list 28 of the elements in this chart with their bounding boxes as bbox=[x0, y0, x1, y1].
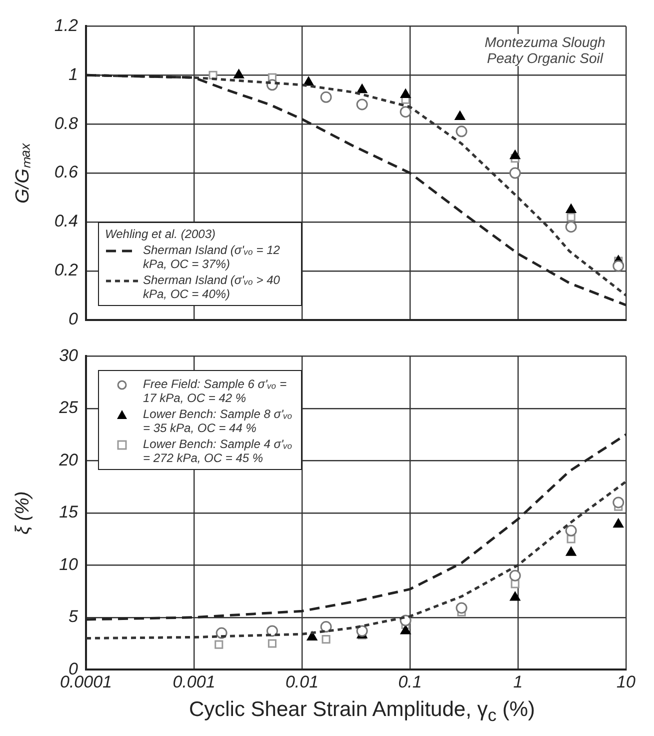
legend-label: Lower Bench: Sample 8 σ'ᵥₒ = 35 kPa, OC = 44 % bbox=[143, 407, 294, 436]
y-axis-title: ξ (%) bbox=[12, 491, 34, 535]
legend-label: Free Field: Sample 6 σ'ᵥₒ = 17 kPa, OC = 42 % bbox=[143, 377, 288, 406]
y-tick-label: 25 bbox=[58, 398, 79, 418]
y-tick-label: 0.6 bbox=[54, 162, 79, 182]
y-axis-title: G/Gₘₐₓ bbox=[12, 142, 34, 204]
y-tick-label: 1 bbox=[68, 64, 78, 84]
x-tick-label: 10 bbox=[616, 672, 636, 692]
annotation: Montezuma Slough Peaty Organic Soil bbox=[470, 34, 620, 66]
x-tick-label: 0.001 bbox=[172, 672, 216, 692]
y-tick-label: 5 bbox=[68, 607, 79, 626]
x-axis-title: Cyclic Shear Strain Amplitude, γ$_{c}$ (%) bbox=[188, 698, 536, 726]
y-tick-label: 0.8 bbox=[54, 114, 79, 133]
x-tick-label: 0.01 bbox=[285, 672, 319, 692]
y-tick-label: 10 bbox=[59, 554, 79, 574]
y-tick-label: 1.2 bbox=[54, 16, 79, 35]
y-tick-label: 20 bbox=[58, 450, 79, 470]
legend-label: Lower Bench: Sample 4 σ'ᵥₒ = 272 kPa, OC = 45 % bbox=[143, 437, 294, 466]
y-tick-label: 0 bbox=[68, 310, 79, 329]
y-tick-label: 0.2 bbox=[54, 260, 79, 280]
y-tick-label: 0.4 bbox=[54, 212, 78, 231]
y-tick-label: 30 bbox=[59, 346, 79, 365]
x-tick-label: 0.1 bbox=[398, 672, 422, 692]
legend-label: Sherman Island (σ'ᵥₒ = 12 kPa, OC = 37%) bbox=[143, 242, 281, 271]
legend-title: Wehling et al. (2003) bbox=[105, 226, 217, 241]
y-tick-label: 15 bbox=[59, 502, 79, 522]
legend-label: Sherman Island (σ'ᵥₒ > 40 kPa, OC = 40%) bbox=[143, 272, 281, 301]
x-tick-label: 1 bbox=[513, 672, 523, 692]
